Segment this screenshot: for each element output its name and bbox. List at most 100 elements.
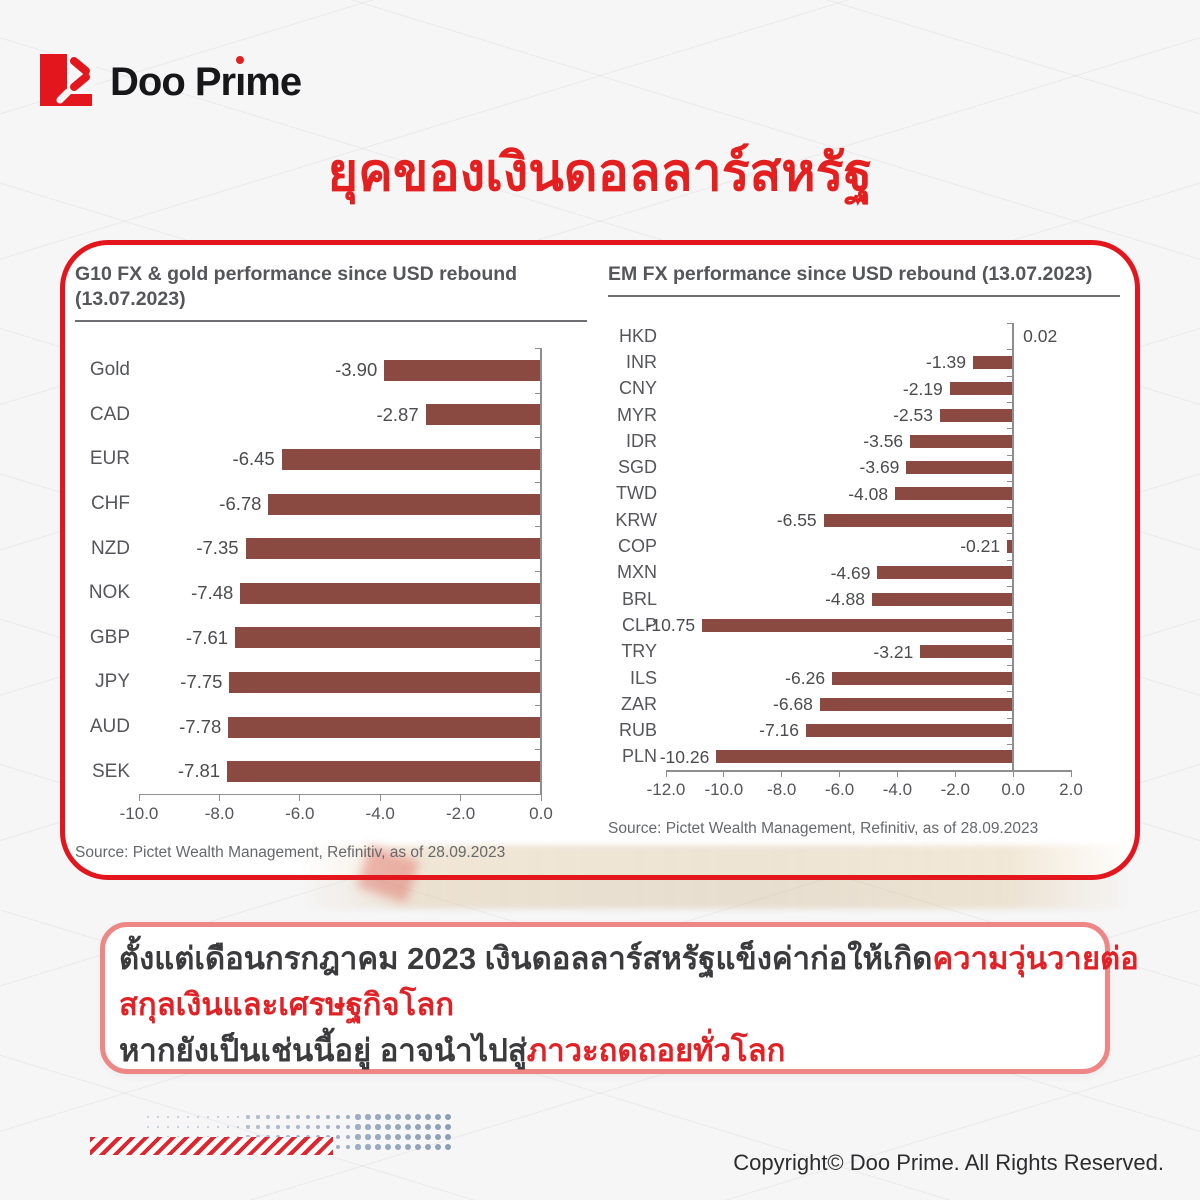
axis-tick	[540, 793, 542, 801]
axis-tick	[535, 348, 540, 349]
decoration-dot	[414, 1123, 422, 1131]
axis-tick	[535, 749, 540, 751]
axis-tick	[1007, 691, 1013, 693]
bar	[425, 404, 541, 426]
category-label: MYR	[617, 404, 657, 425]
chart-row: SGD -3.69	[608, 454, 1120, 480]
row-plot: -7.35	[139, 526, 541, 571]
decoration-dot	[206, 1125, 210, 1129]
row-plot: -3.56	[666, 428, 1071, 454]
category-label: CLP	[621, 614, 657, 635]
row-plot: -7.61	[139, 616, 541, 661]
chart-row: CNY -2.19	[608, 376, 1120, 402]
chart-row: Gold -3.90	[75, 348, 587, 393]
axis-tick-label: -2.0	[940, 780, 970, 800]
value-label: -7.35	[196, 537, 239, 559]
axis-tick	[954, 770, 956, 778]
category-label: IDR	[626, 430, 657, 451]
page-title: ยุคของเงินดอลลาร์สหรัฐ	[327, 144, 873, 202]
chart-row: CAD -2.87	[75, 393, 587, 438]
bar	[384, 359, 541, 381]
decoration-dot	[226, 1125, 230, 1129]
decoration-dot	[147, 1136, 149, 1138]
row-plot: 0.02	[666, 323, 1071, 349]
value-label: -7.75	[180, 671, 223, 693]
axis-tick-label: -6.0	[285, 803, 315, 823]
decoration-dot	[404, 1113, 412, 1121]
decoration-dot	[365, 1124, 371, 1130]
bar	[832, 671, 1014, 685]
axis-tick-label: -12.0	[646, 780, 686, 800]
value-label: -3.90	[335, 359, 378, 380]
decoration-dot	[187, 1116, 189, 1118]
decoration-dot	[236, 1125, 240, 1129]
chart-row: BRL -4.88	[608, 586, 1120, 612]
chart-em-fx: EM FX performance since USD rebound (13.…	[608, 262, 1120, 838]
axis-tick	[379, 793, 381, 801]
chart-row: TRY -3.21	[608, 639, 1120, 665]
axis-tick	[1007, 533, 1013, 535]
decoration-dot	[315, 1134, 321, 1140]
bar	[906, 461, 1014, 475]
axis-tick	[1007, 454, 1013, 456]
axis-tick	[535, 704, 540, 706]
axis-tick	[218, 793, 220, 801]
decoration-dot	[434, 1143, 442, 1151]
value-label: -6.78	[219, 492, 262, 514]
bar	[235, 627, 541, 649]
value-label: -3.56	[863, 431, 904, 452]
decoration-dot	[335, 1134, 341, 1140]
chart-row: EUR -6.45	[75, 437, 587, 482]
decoration-dot	[444, 1123, 452, 1131]
chart-title: G10 FX & gold performance since USD rebo…	[75, 262, 587, 322]
decoration-dot	[395, 1114, 401, 1120]
chart-row: INR -1.39	[608, 349, 1120, 375]
decoration-dot	[395, 1134, 401, 1140]
decoration-dot	[404, 1133, 412, 1141]
category-label: EUR	[89, 448, 130, 470]
decoration-dot	[395, 1144, 401, 1150]
decoration-dot	[226, 1115, 230, 1119]
category-label: CHF	[90, 493, 130, 515]
x-axis-line	[666, 770, 1071, 772]
bar	[920, 645, 1014, 659]
axis-tick	[299, 793, 301, 801]
axis-tick	[1007, 612, 1013, 614]
decoration-dot	[335, 1124, 341, 1130]
decoration-dot	[414, 1113, 422, 1121]
chart-g10-fx-gold: G10 FX & gold performance since USD rebo…	[75, 262, 587, 862]
decoration-dot	[355, 1124, 361, 1130]
decoration-dot	[434, 1133, 442, 1141]
row-plot: -7.81	[139, 749, 541, 794]
axis-tick	[535, 392, 540, 394]
decoration-dot	[315, 1114, 321, 1120]
axis-tick	[781, 770, 783, 778]
axis-tick	[1007, 638, 1013, 640]
category-label: CAD	[89, 403, 130, 425]
category-label: AUD	[89, 716, 130, 738]
category-label: SEK	[91, 760, 130, 782]
value-label: -2.87	[376, 403, 419, 425]
row-plot: -7.75	[139, 660, 541, 705]
decoration-dot	[177, 1136, 179, 1138]
chart-row: PLN -10.26	[608, 744, 1120, 770]
value-label: -1.39	[926, 352, 966, 373]
axis-tick	[896, 770, 898, 778]
row-plot: -10.75	[646, 612, 1071, 638]
value-label: 0.02	[1023, 326, 1058, 346]
category-label: TRY	[621, 641, 657, 662]
axis-tick	[1007, 401, 1013, 403]
chart-row: MXN -4.69	[608, 560, 1120, 586]
decoration-dot	[365, 1114, 371, 1120]
value-label: -7.78	[179, 715, 222, 737]
summary-line-1: ตั้งแต่เดือนกรกฎาคม 2023 เงินดอลลาร์สหรั…	[119, 941, 1139, 976]
decoration-dot	[365, 1144, 371, 1150]
category-label: JPY	[95, 671, 130, 693]
axis-tick	[1007, 349, 1013, 351]
bar	[877, 566, 1014, 580]
value-label: -7.16	[759, 720, 800, 741]
chart-row: KRW -6.55	[608, 507, 1120, 533]
bar	[1007, 540, 1014, 554]
category-label: RUB	[618, 720, 657, 741]
decoration-dot	[325, 1124, 331, 1130]
